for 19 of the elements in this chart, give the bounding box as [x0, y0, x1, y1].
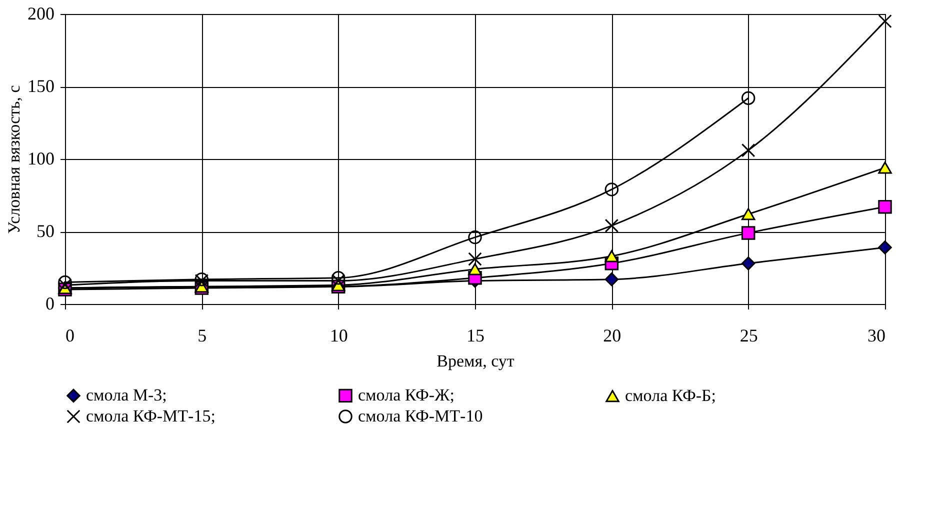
x-tick-label: 15 [466, 326, 484, 346]
y-tick-label: 100 [28, 148, 54, 168]
x-axis-title: Время, сут [436, 352, 515, 370]
x-tick-label: 30 [868, 326, 886, 346]
y-axis-title: Условная вязкость, с [4, 84, 24, 234]
x-tick-label: 0 [66, 326, 74, 346]
x-tick-label: 10 [330, 326, 348, 346]
x-tick-label: 5 [198, 326, 207, 346]
legend-label: смола КФ-Ж; [358, 386, 454, 405]
legend-label: смола КФ-МТ-10 [358, 406, 483, 426]
legend-label: смола КФ-Б; [625, 386, 716, 406]
legend-label: смола КФ-МТ-15; [86, 406, 216, 426]
y-tick-label: 50 [36, 221, 54, 241]
x-tick-label: 20 [603, 326, 622, 346]
y-tick-label: 150 [28, 76, 54, 96]
y-tick-label: 0 [46, 294, 54, 314]
x-tick-label: 25 [740, 326, 758, 346]
legend-label: смола М-3; [86, 386, 167, 405]
y-tick-label: 200 [28, 4, 54, 24]
